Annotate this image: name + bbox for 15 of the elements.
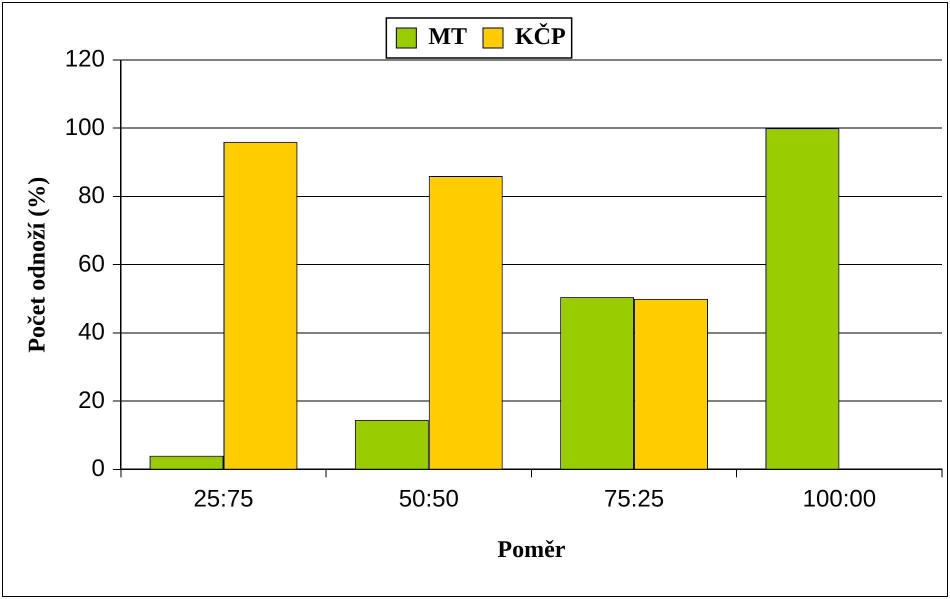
y-tick-label: 100 [64, 114, 105, 141]
x-tick-label: 25:75 [193, 485, 254, 512]
x-tick-label: 100:00 [802, 485, 876, 512]
x-tick-label: 50:50 [398, 485, 459, 512]
y-tick-label: 80 [78, 182, 105, 210]
legend-label: KČP [515, 23, 566, 50]
y-axis-title: Počet odnoží (%) [24, 176, 51, 353]
y-tick-label: 40 [78, 318, 105, 346]
y-tick-label: 0 [91, 455, 105, 482]
y-tick-label: 60 [78, 250, 105, 278]
y-tick-label: 20 [78, 386, 105, 414]
x-axis-title: Poměr [497, 536, 566, 563]
x-tick-label: 75:25 [604, 485, 664, 512]
y-tick-label: 120 [64, 46, 105, 73]
legend-label: MT [428, 24, 468, 50]
